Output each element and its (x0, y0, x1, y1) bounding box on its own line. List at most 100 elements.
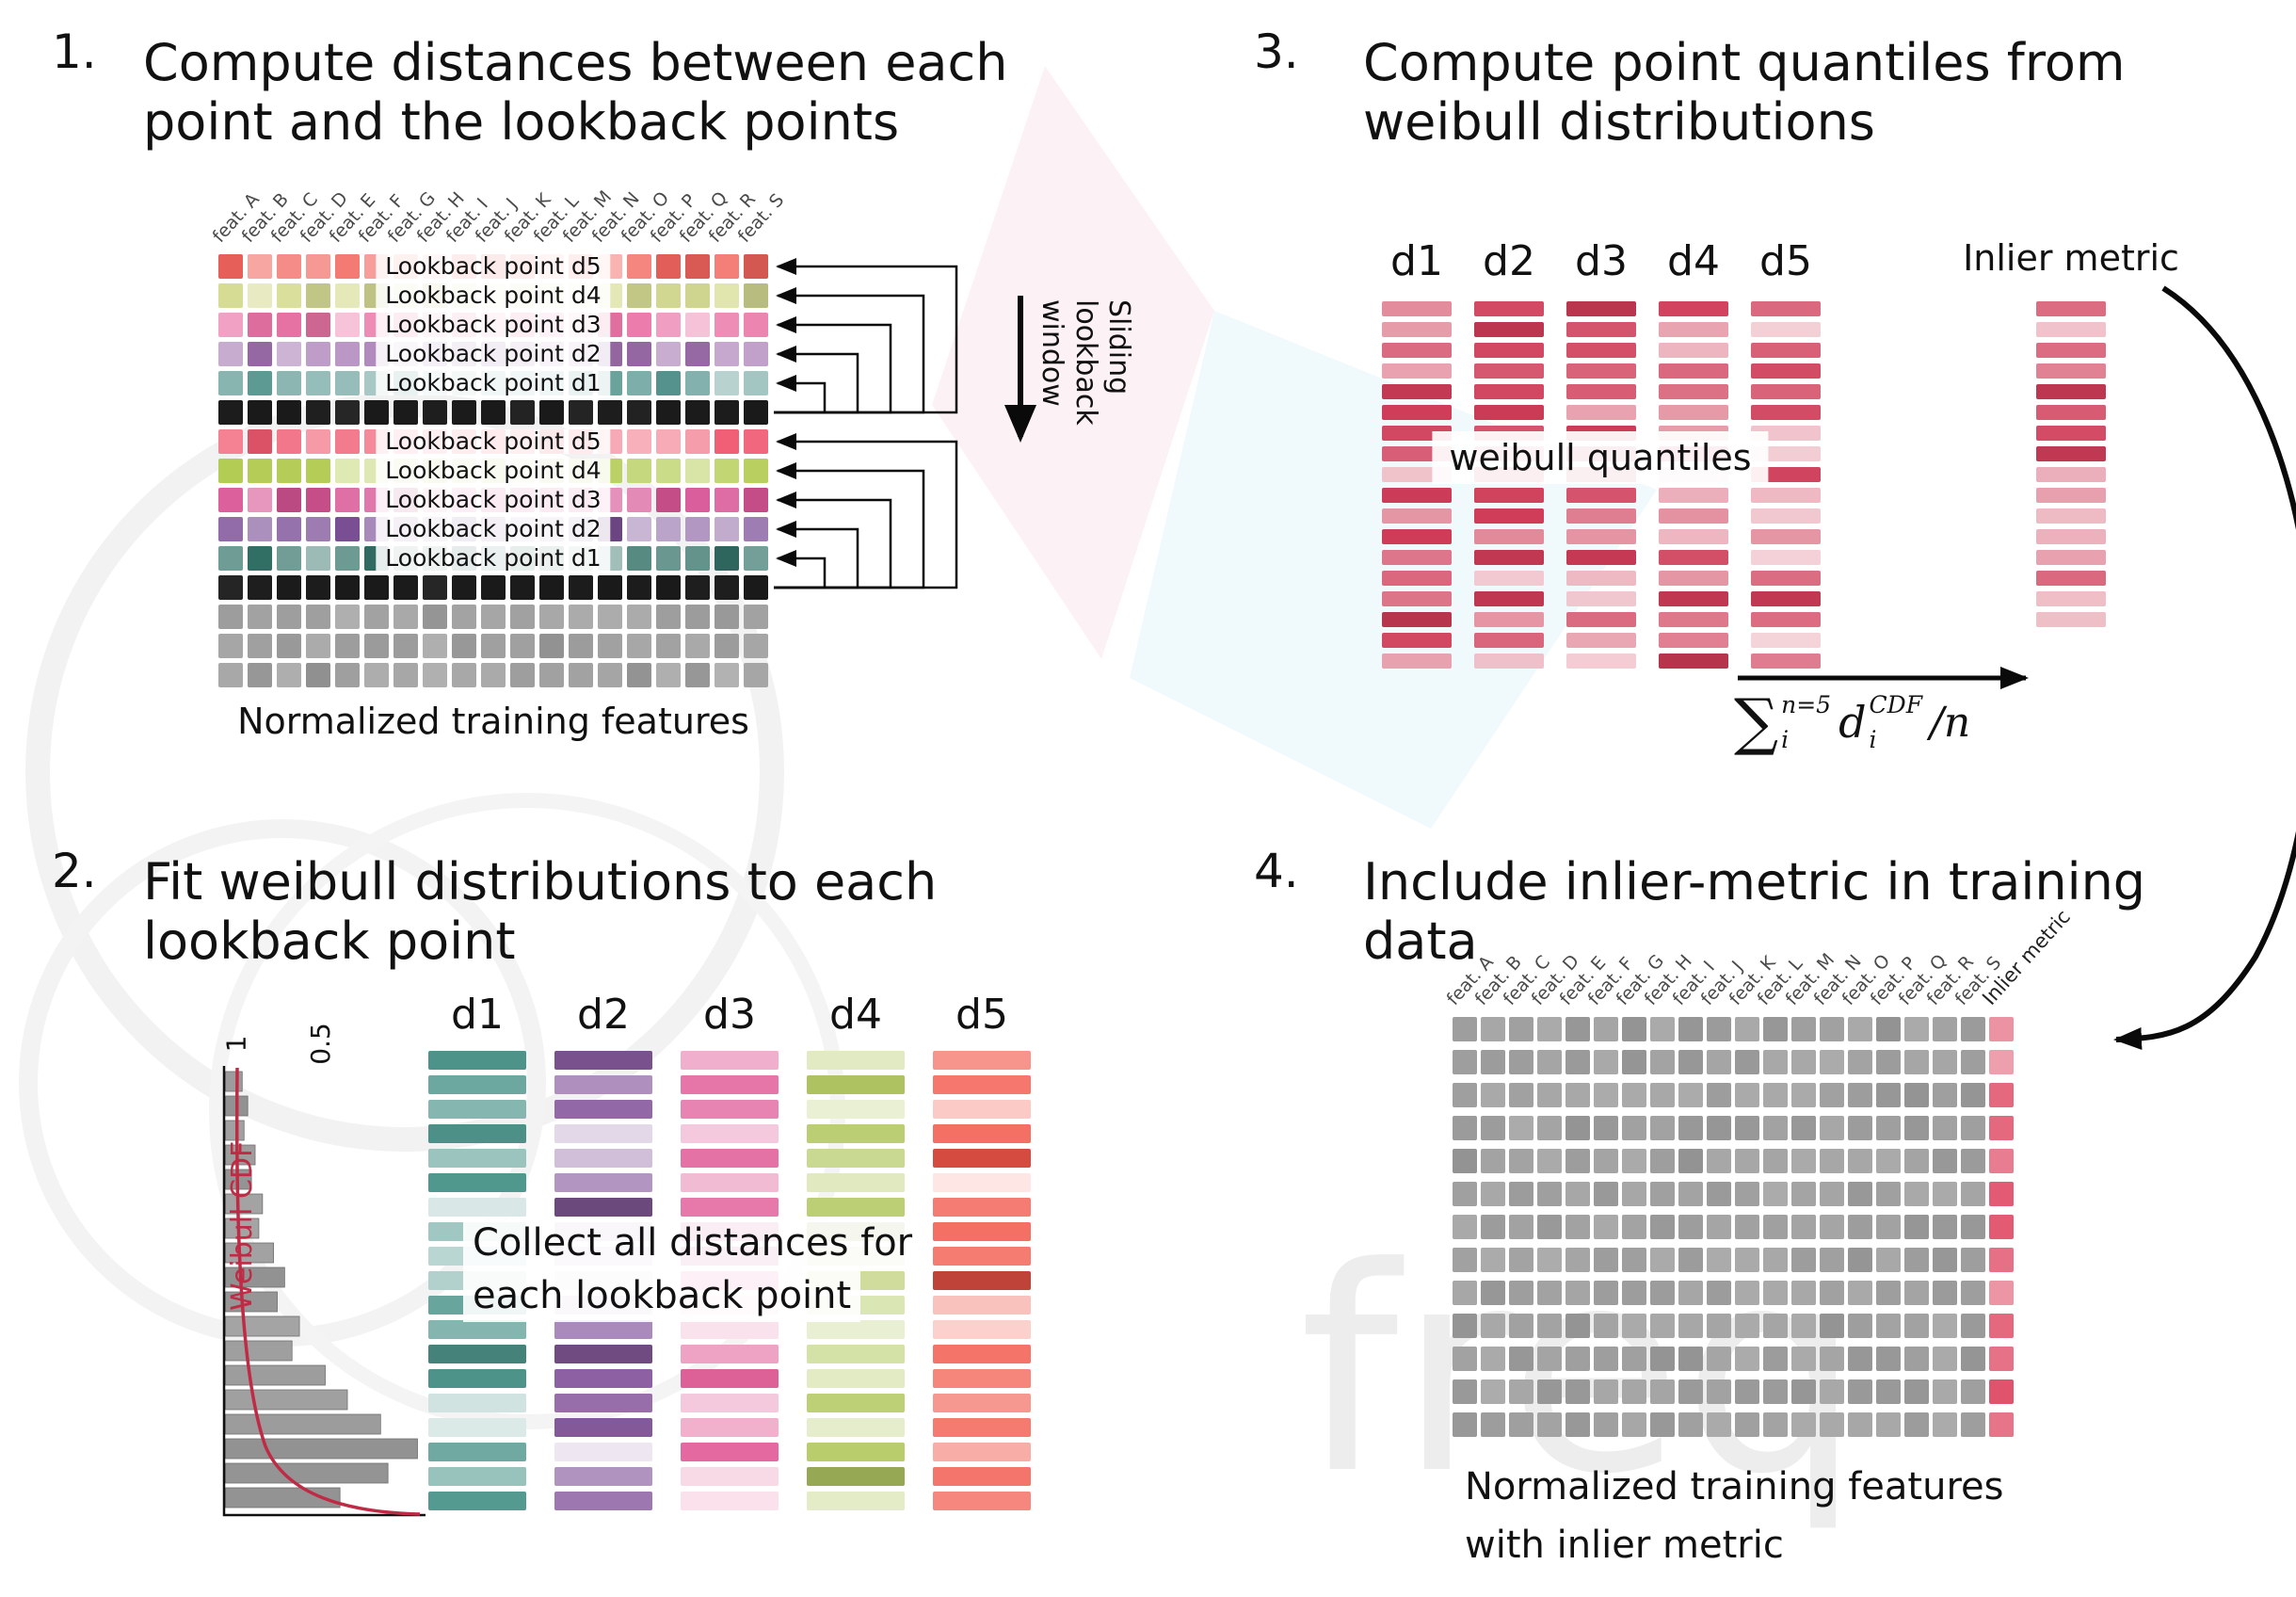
feature-cell (1904, 1215, 1929, 1239)
histogram-bar (225, 1193, 264, 1215)
lookback-feature-cell (714, 429, 739, 454)
feature-cell (1791, 1379, 1816, 1404)
distance-bar (1382, 301, 1452, 316)
feature-cell (1453, 1083, 1477, 1107)
feature-cell (1707, 1182, 1731, 1206)
current-point-cell (452, 575, 476, 600)
feature-cell (1678, 1050, 1703, 1074)
feature-cell (481, 663, 506, 687)
distance-bar (681, 1345, 779, 1363)
feature-cell (1453, 1281, 1477, 1305)
feature-cell (1961, 1281, 1985, 1305)
distance-bar (554, 1320, 652, 1339)
inlier-metric-cell (1989, 1083, 2014, 1107)
distance-bar (428, 1124, 526, 1143)
distance-bar (681, 1051, 779, 1070)
feature-cell (1622, 1248, 1646, 1272)
lookback-feature-cell (714, 546, 739, 571)
title-line: Compute point quantiles from (1363, 33, 2126, 92)
feature-cell (1707, 1215, 1731, 1239)
feature-cell (218, 605, 243, 629)
current-point-cell (335, 575, 360, 600)
distance-column: Inlier metric (1963, 237, 2179, 627)
feature-cell (1763, 1017, 1788, 1041)
distance-bar (681, 1198, 779, 1217)
column-label: d2 (1483, 237, 1535, 285)
distance-bar (933, 1296, 1031, 1315)
feature-cell (1735, 1182, 1759, 1206)
lookback-feature-cell (248, 429, 272, 454)
feature-cell (1763, 1248, 1788, 1272)
histogram-bar (225, 1144, 256, 1166)
feature-cell (1622, 1314, 1646, 1338)
lookback-feature-cell (306, 546, 330, 571)
distance-bar (1474, 343, 1544, 358)
lookback-feature-cell (306, 429, 330, 454)
distance-bar (1751, 488, 1821, 503)
feature-cell (1453, 1379, 1477, 1404)
feature-cell (1791, 1314, 1816, 1338)
lookback-feature-cell (277, 371, 301, 395)
lookback-feature-cell (627, 371, 651, 395)
lookback-row-label: Lookback point d3 (376, 488, 611, 512)
column-label: d3 (703, 991, 756, 1039)
feature-cell (1707, 1347, 1731, 1371)
feature-cell (1791, 1281, 1816, 1305)
distance-bar (2036, 550, 2106, 565)
distance-bar (807, 1051, 905, 1070)
feature-cell (1565, 1050, 1590, 1074)
feature-cell (1565, 1083, 1590, 1107)
lookback-feature-cell (248, 459, 272, 483)
feature-cell (1820, 1017, 1844, 1041)
distance-bar (1474, 363, 1544, 379)
bar-stack (933, 1051, 1031, 1510)
feature-cell (1509, 1412, 1533, 1437)
feature-cell (627, 663, 651, 687)
distance-bar (1751, 653, 1821, 669)
distance-bar (1659, 363, 1728, 379)
current-point-cell (510, 575, 535, 600)
distance-bar (1751, 405, 1821, 420)
inlier-metric-cell (1989, 1248, 2014, 1272)
distance-bar (1659, 301, 1728, 316)
lookback-feature-cell (714, 371, 739, 395)
distance-bar (1474, 612, 1544, 627)
feature-cell (1848, 1314, 1872, 1338)
feature-cell (277, 634, 301, 658)
lookback-feature-cell (218, 517, 243, 541)
distance-bar (933, 1198, 1031, 1217)
feature-cell (1565, 1248, 1590, 1272)
lookback-feature-cell (656, 517, 681, 541)
feature-cell (1565, 1149, 1590, 1173)
distance-bar (1474, 322, 1544, 337)
feature-cell (1933, 1215, 1957, 1239)
distance-bar (1382, 322, 1452, 337)
lookback-bracket-arrows (774, 258, 958, 589)
feature-cell (1876, 1050, 1901, 1074)
feature-cell (248, 605, 272, 629)
current-point-cell (306, 400, 330, 425)
distance-bar (428, 1320, 526, 1339)
distance-bar (2036, 405, 2106, 420)
distance-bar (1382, 363, 1452, 379)
feature-cell (1763, 1083, 1788, 1107)
current-point-cell (598, 400, 622, 425)
feature-cell (1537, 1182, 1562, 1206)
distance-bar (1474, 571, 1544, 586)
feature-cell (1565, 1116, 1590, 1140)
feature-cell (1876, 1116, 1901, 1140)
distance-bar (428, 1051, 526, 1070)
inlier-metric-formula: ∑ n=5 i d CDF i /n (1734, 691, 1970, 754)
feature-cell (1481, 1182, 1505, 1206)
current-point-cell (393, 575, 418, 600)
feature-cell (1961, 1116, 1985, 1140)
distance-bar (681, 1369, 779, 1388)
distance-bar (1659, 508, 1728, 524)
distance-bar (554, 1492, 652, 1510)
feature-cell (714, 663, 739, 687)
feature-cell (1537, 1149, 1562, 1173)
feature-cell (1650, 1379, 1675, 1404)
distance-bar (428, 1492, 526, 1510)
title-line: Compute distances between each (143, 33, 1008, 92)
feature-cell (423, 605, 447, 629)
